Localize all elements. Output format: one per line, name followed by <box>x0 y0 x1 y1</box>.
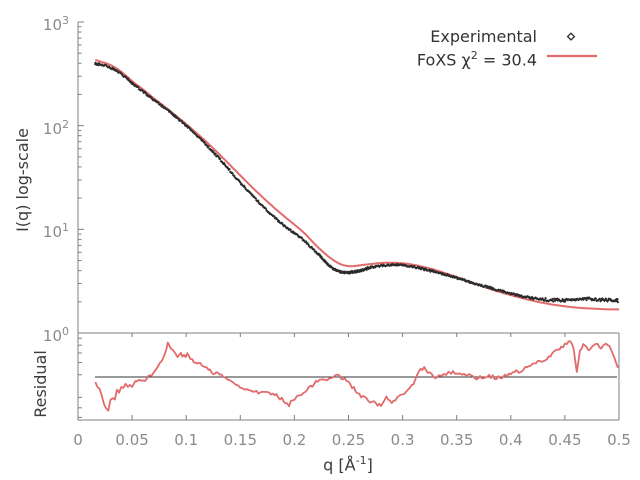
residual-y-axis-title: Residual <box>31 350 50 418</box>
x-tick-label: 0 <box>73 431 83 449</box>
x-tick-label: 0.15 <box>223 431 257 449</box>
y-tick-label: 102 <box>42 117 69 138</box>
x-tick-label: 0.2 <box>282 431 307 449</box>
y-tick-label: 100 <box>42 325 69 345</box>
x-tick-label: 0.05 <box>115 431 149 449</box>
residual-curve <box>94 340 619 412</box>
x-tick-label: 0.1 <box>174 431 199 449</box>
x-tick-label: 0.45 <box>548 431 582 449</box>
chi-squared-sup: 2 <box>470 49 478 62</box>
legend-diamond-marker <box>566 32 576 41</box>
x-tick-label: 0.5 <box>607 431 631 449</box>
legend: Experimental FoXS χ2 = 30.4 <box>416 27 537 70</box>
legend-entry-experimental: Experimental <box>430 27 537 46</box>
y-tick-label: 103 <box>42 14 69 34</box>
x-tick-label: 0.25 <box>331 431 366 449</box>
x-tick-label: 0.35 <box>439 431 474 449</box>
x-axis-title-sup: -1 <box>355 454 367 467</box>
y-tick-label: 101 <box>42 221 69 242</box>
main-y-axis-title: I(q) log-scale <box>13 128 32 232</box>
legend-entry-foxs: FoXS χ2 = 30.4 <box>416 49 537 70</box>
experimental-points <box>93 61 620 304</box>
x-axis-title: q [Å-1] <box>323 454 373 475</box>
x-tick-label: 0.3 <box>390 431 415 449</box>
x-tick-label: 0.4 <box>498 431 523 449</box>
